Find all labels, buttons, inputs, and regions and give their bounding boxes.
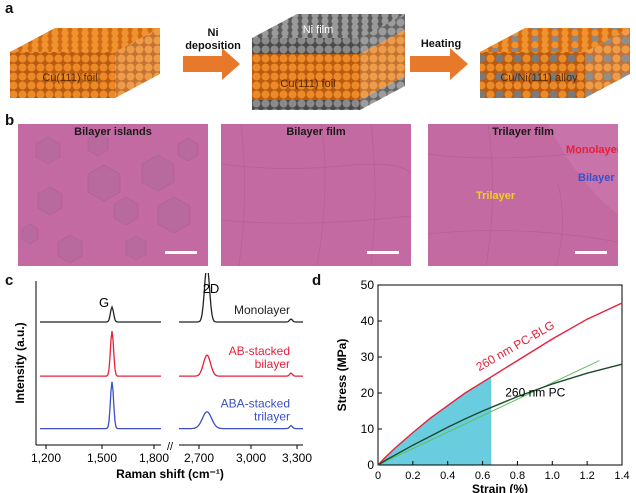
y-tick-label: 10 bbox=[361, 422, 375, 436]
x-axis-label: Strain (%) bbox=[472, 482, 528, 493]
series-label: bilayer bbox=[255, 357, 290, 371]
x-axis-label: Raman shift (cm⁻¹) bbox=[116, 467, 224, 481]
shaded-region bbox=[378, 376, 492, 465]
spectrum-3-right bbox=[179, 411, 303, 430]
panel-d-label: d bbox=[312, 272, 322, 289]
y-axis-label: Intensity (a.u.) bbox=[13, 322, 27, 403]
arrow-heating bbox=[410, 48, 468, 80]
spectrum-2-right bbox=[179, 354, 303, 377]
panel-b-label: b bbox=[5, 112, 15, 129]
y-tick-label: 20 bbox=[361, 386, 375, 400]
raman-spectra-chart: // 1,200 1,500 1,800 2,700 3,000 3,300 Raman sh… bbox=[13, 273, 312, 481]
series-label-pc: 260 nm PC bbox=[505, 386, 565, 400]
x-tick-label: 3,300 bbox=[282, 451, 312, 465]
x-tick-label: 1.2 bbox=[579, 470, 594, 482]
series-label: Monolayer bbox=[234, 303, 290, 317]
fit-line bbox=[377, 360, 600, 466]
plot-frame bbox=[377, 284, 623, 466]
y-tick-label: 40 bbox=[361, 314, 375, 328]
x-tick-label: 0 bbox=[375, 470, 381, 482]
cu-foil-block bbox=[10, 28, 160, 98]
bilayer-islands-title: Bilayer islands bbox=[74, 126, 152, 138]
panel-a-label: a bbox=[5, 0, 14, 17]
x-tick-label: 3,000 bbox=[236, 451, 266, 465]
series-line-2 bbox=[377, 363, 623, 466]
ni-film-label: Ni film bbox=[302, 24, 334, 36]
y-tick-label: 50 bbox=[361, 278, 375, 292]
scale-bar bbox=[165, 251, 197, 254]
scale-bar bbox=[575, 251, 607, 254]
micrograph-trilayer-film: Trilayer film Monolayer Bilayer Trilayer bbox=[428, 124, 618, 266]
x-tick-label: 1,200 bbox=[31, 451, 61, 465]
x-tick-label: 0.6 bbox=[475, 470, 490, 482]
trilayer-film-texture bbox=[428, 124, 618, 266]
bilayer-film-title: Bilayer film bbox=[286, 126, 346, 138]
bilayer-region-label: Bilayer bbox=[578, 172, 615, 184]
cu-foil-label-2: Cu(111) foil bbox=[280, 78, 336, 90]
spectrum-1-right bbox=[179, 273, 303, 323]
x-tick-label: 1,800 bbox=[139, 451, 169, 465]
y-tick-label: 0 bbox=[367, 458, 374, 472]
bilayer-film-texture bbox=[221, 124, 411, 266]
x-tick-label: 0.4 bbox=[440, 470, 455, 482]
series-label-pc-blg: 260 nm PC-BLG bbox=[474, 318, 557, 374]
spectrum-3-left bbox=[40, 381, 161, 430]
series-label: ABA-stacked bbox=[221, 397, 290, 411]
axis-break-mark: // bbox=[167, 441, 174, 453]
trilayer-region-label: Trilayer bbox=[476, 190, 516, 202]
x-tick-label: 0.8 bbox=[510, 470, 525, 482]
monolayer-region-label: Monolayer bbox=[566, 144, 618, 156]
micrograph-bilayer-islands: Bilayer islands bbox=[18, 124, 208, 266]
micrograph-bilayer-film: Bilayer film bbox=[221, 124, 411, 266]
x-tick-label: 1.4 bbox=[614, 470, 629, 482]
series-label: trilayer bbox=[254, 410, 290, 424]
x-tick-label: 2,700 bbox=[184, 451, 214, 465]
bilayer-islands-texture bbox=[21, 132, 199, 264]
arrow-ni-deposition bbox=[183, 48, 240, 80]
y-tick-label: 30 bbox=[361, 350, 375, 364]
x-tick-label: 1,500 bbox=[87, 451, 117, 465]
cu-foil-label: Cu(111) foil bbox=[42, 72, 98, 84]
x-tick-label: 0.2 bbox=[405, 470, 420, 482]
trilayer-film-title: Trilayer film bbox=[492, 126, 554, 138]
scale-bar bbox=[367, 251, 399, 254]
ni-deposition-label: Ni deposition bbox=[185, 27, 241, 52]
stress-strain-chart: 0 0.2 0.4 0.6 0.8 1.0 1.2 1.4 0 10 20 30 40 50 Strain … bbox=[335, 278, 630, 493]
spectrum-2-left bbox=[40, 331, 161, 377]
series-label: AB-stacked bbox=[229, 344, 290, 358]
series-line-1 bbox=[377, 302, 623, 466]
process-schematic bbox=[10, 14, 630, 110]
y-axis-label: Stress (MPa) bbox=[335, 339, 349, 412]
alloy-block bbox=[480, 28, 630, 98]
ni-on-cu-block bbox=[252, 14, 405, 110]
heating-label: Heating bbox=[420, 38, 462, 50]
peak-label-2d: 2D bbox=[203, 281, 220, 296]
x-tick-label: 1.0 bbox=[545, 470, 560, 482]
alloy-label: Cu/Ni(111) alloy bbox=[500, 72, 578, 84]
spectrum-1-left bbox=[40, 305, 161, 323]
peak-label-g: G bbox=[99, 295, 109, 310]
panel-c-label: c bbox=[5, 272, 14, 289]
